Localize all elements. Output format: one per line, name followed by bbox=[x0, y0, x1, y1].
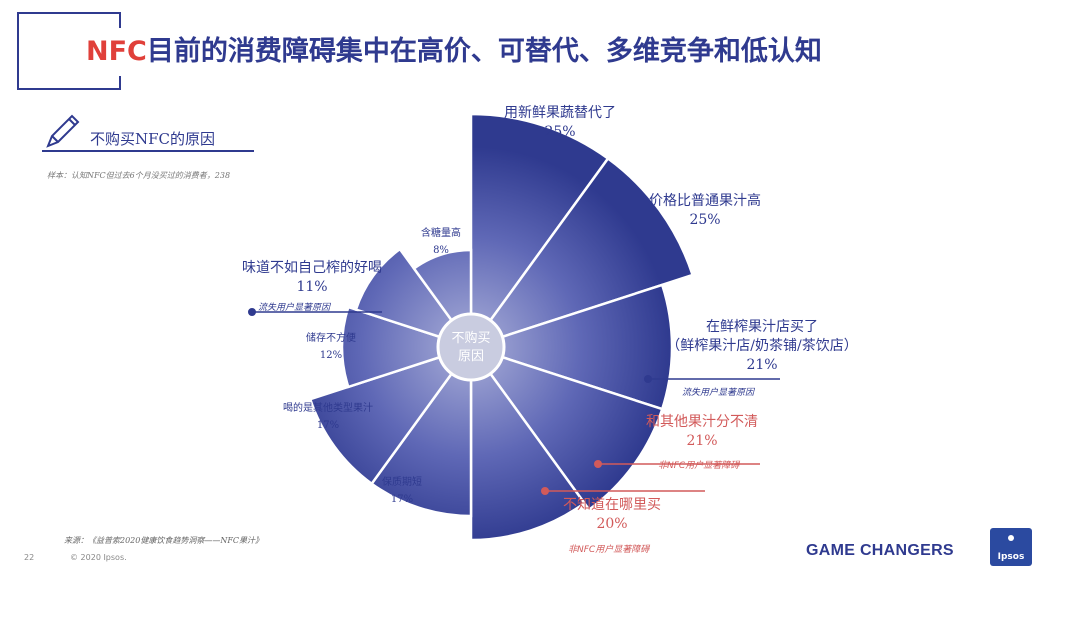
page-number: 22 bbox=[24, 553, 35, 562]
subhead: 不购买NFC的原因 bbox=[90, 130, 216, 148]
data-label-6: 保质期短 17% bbox=[382, 474, 422, 508]
center-label-line1: 不购买 bbox=[451, 330, 490, 346]
logo-text: Ipsos bbox=[997, 552, 1025, 562]
brand-tagline: GAME CHANGERS bbox=[806, 542, 954, 559]
data-label-5: 不知道在哪里买 20% bbox=[563, 496, 661, 534]
label-value: 17% bbox=[390, 494, 414, 505]
data-label-7: 喝的是其他类型果汁 17% bbox=[283, 400, 373, 434]
title-text: 目前的消费障碍集中在高价、可替代、多维竞争和低认知 bbox=[146, 36, 822, 67]
label-name: 味道不如自己榨的好喝 bbox=[242, 260, 382, 276]
data-label-2: 价格比普通果汁高 25% bbox=[649, 192, 761, 230]
petal-7 bbox=[308, 344, 475, 486]
label-detail: （鲜榨果汁店/奶茶铺/茶饮店） bbox=[666, 338, 858, 354]
label-value: 17% bbox=[316, 420, 340, 431]
petal-4 bbox=[467, 344, 664, 512]
leader-dot-4 bbox=[594, 460, 602, 468]
subhead-divider bbox=[42, 150, 254, 152]
data-label-9: 味道不如自己榨的好喝 11% bbox=[242, 259, 382, 297]
data-label-3: 在鲜榨果汁店买了 （鲜榨果汁店/奶茶铺/茶饮店） 21% bbox=[666, 318, 857, 375]
petal-6 bbox=[369, 343, 473, 518]
data-label-10: 含糖量高 8% bbox=[421, 225, 461, 259]
data-label-8: 储存不方便 12% bbox=[306, 330, 356, 364]
petal-9 bbox=[354, 247, 475, 350]
label-value: 21% bbox=[746, 357, 778, 373]
label-note-5: 非NFC用户显著障碍 bbox=[568, 545, 650, 555]
leader-dot-3 bbox=[644, 375, 652, 383]
petal-8 bbox=[340, 305, 476, 389]
label-name: 在鲜榨果汁店买了 bbox=[706, 319, 818, 335]
ipsos-logo: Ipsos bbox=[990, 528, 1032, 566]
center-label-line2: 原因 bbox=[458, 349, 484, 364]
label-name: 不知道在哪里买 bbox=[563, 497, 661, 513]
petal-2 bbox=[467, 156, 695, 350]
source-note: 来源：《益普索2020健康饮食趋势洞察——NFC果汁》 bbox=[64, 536, 264, 545]
label-name: 储存不方便 bbox=[306, 333, 356, 344]
label-name: 含糖量高 bbox=[421, 228, 461, 239]
sample-note: 样本：认知NFC但过去6个月没买过的消费者，238 bbox=[47, 171, 231, 180]
petal-1 bbox=[469, 112, 610, 351]
label-name: 喝的是其他类型果汁 bbox=[283, 403, 373, 414]
petal-3 bbox=[466, 283, 674, 411]
label-note-4: 非NFC用户显著障碍 bbox=[658, 461, 740, 471]
chart-center bbox=[436, 312, 506, 382]
page-title: NFC目前的消费障碍集中在高价、可替代、多维竞争和低认知 bbox=[82, 28, 826, 76]
leader-dot-5 bbox=[541, 487, 549, 495]
label-value: 11% bbox=[296, 279, 328, 295]
label-name: 价格比普通果汁高 bbox=[649, 193, 761, 209]
data-label-4: 和其他果汁分不清 21% bbox=[646, 413, 758, 451]
title-nfc: NFC bbox=[86, 36, 147, 67]
copyright: © 2020 Ipsos. bbox=[70, 553, 127, 562]
label-name: 保质期短 bbox=[382, 477, 422, 488]
data-label-1: 用新鲜果蔬替代了 25% bbox=[504, 104, 616, 142]
label-note-9: 流失用户显著原因 bbox=[258, 303, 331, 313]
logo-dot bbox=[1008, 535, 1014, 541]
label-value: 25% bbox=[544, 124, 576, 140]
pen-icon bbox=[46, 114, 80, 148]
label-name: 用新鲜果蔬替代了 bbox=[504, 105, 616, 121]
label-note-3: 流失用户显著原因 bbox=[682, 388, 755, 398]
label-value: 12% bbox=[319, 350, 343, 361]
label-name: 和其他果汁分不清 bbox=[646, 414, 758, 430]
label-value: 21% bbox=[686, 433, 718, 449]
label-value: 20% bbox=[596, 516, 628, 532]
label-value: 25% bbox=[689, 212, 721, 228]
label-value: 8% bbox=[433, 245, 449, 256]
leader-dot-9 bbox=[248, 308, 256, 316]
